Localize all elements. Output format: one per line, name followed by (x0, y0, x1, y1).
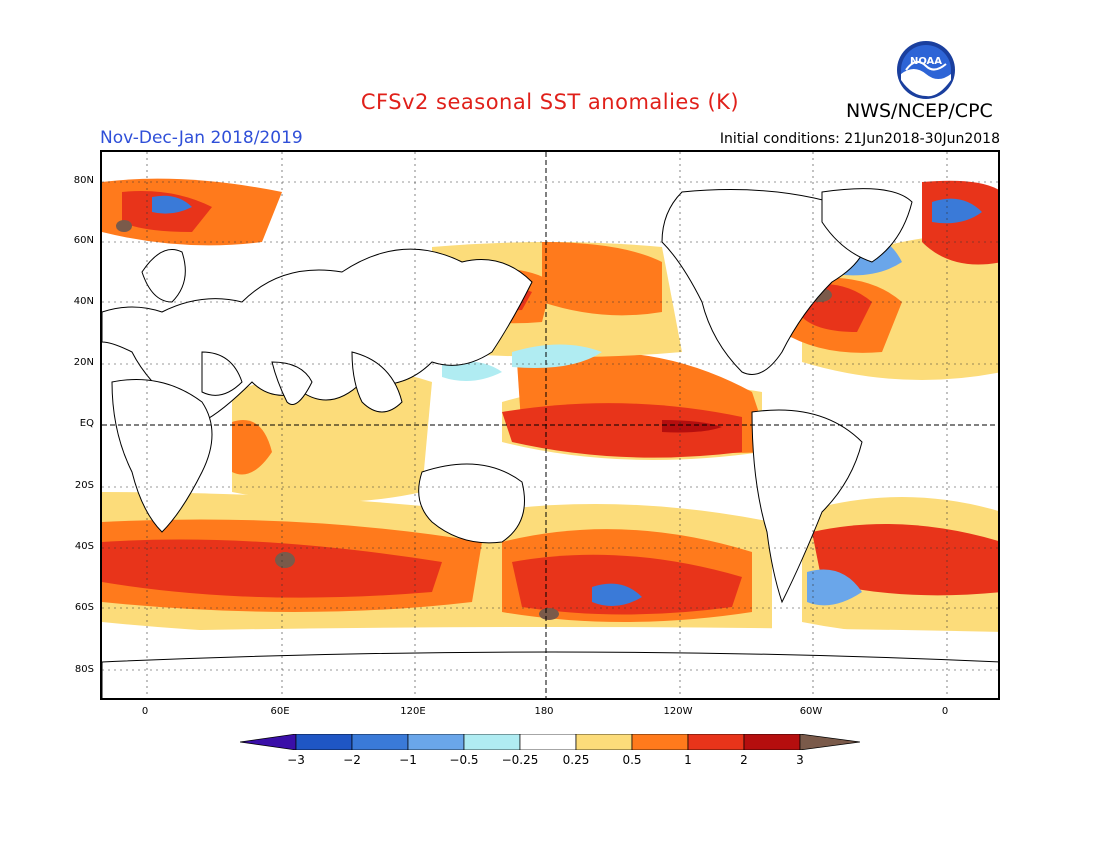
warm-south-indian-red (102, 539, 442, 598)
sst-anomaly-map (100, 150, 1000, 700)
colorbar-bin-3 (407, 734, 465, 750)
colorbar-bin-5 (519, 734, 577, 750)
lat-label-60n: 60N (73, 235, 94, 246)
lon-label-0-east: 0 (941, 706, 949, 717)
colorbar-label: 3 (796, 753, 804, 767)
cool-nordic (932, 198, 982, 224)
svg-text:NOAA: NOAA (910, 56, 942, 67)
warm-eq-pacific-darkred (662, 420, 722, 433)
cool-southwest-atlantic (807, 569, 862, 606)
continent-australia (418, 463, 525, 544)
colorbar-label: 0.25 (562, 753, 590, 767)
continent-india (271, 361, 313, 405)
colorbar-label: 0.5 (622, 753, 642, 767)
lat-label-20n: 20N (73, 357, 94, 368)
lat-label-40s: 40S (74, 541, 94, 552)
lon-label-60e: 60E (270, 706, 290, 717)
lon-label-60w: 60W (799, 706, 823, 717)
cool-southeast-pacific (592, 583, 642, 606)
colorbar-bin-2 (351, 734, 409, 750)
cool-north-pacific-2 (442, 360, 502, 381)
lat-label-eq: EQ (79, 418, 94, 429)
colorbar-label: −3 (287, 753, 305, 767)
warm-indian-west (232, 420, 272, 475)
warm-south-atlantic-red (812, 524, 998, 596)
colorbar-label: 1 (684, 753, 692, 767)
peak-south-indian (275, 552, 295, 568)
initial-conditions: Initial conditions: 21Jun2018-30Jun2018 (719, 131, 1000, 147)
colorbar-bin-1 (295, 734, 353, 750)
colorbar-bin-8 (687, 734, 745, 750)
warm-north-pacific-orange (542, 242, 662, 316)
continent-southeast-asia (351, 351, 403, 413)
noaa-logo: NOAA (897, 41, 955, 99)
continent-africa (111, 379, 213, 533)
reference-lines (102, 152, 998, 698)
continent-scandinavia (141, 249, 186, 303)
warm-south-pacific-red (512, 554, 742, 615)
colorbar-label: −0.5 (449, 753, 479, 767)
warm-eq-pacific-red (502, 403, 742, 458)
colorbar-label: −1 (399, 753, 417, 767)
lat-label-80n: 80N (73, 175, 94, 186)
lon-label-180: 180 (534, 706, 554, 717)
agency-label: NWS/NCEP/CPC (846, 100, 993, 122)
peak-south-pacific (539, 608, 559, 620)
continents (102, 188, 998, 698)
lon-label-0: 0 (141, 706, 149, 717)
cool-north-pacific (512, 344, 602, 368)
colorbar-bin-6 (575, 734, 633, 750)
continent-antarctica (102, 651, 998, 698)
colorbar (240, 734, 860, 750)
lat-label-80s: 80S (74, 664, 94, 675)
continent-south-america (751, 409, 863, 604)
colorbar-bin-7 (631, 734, 689, 750)
graticule (102, 152, 998, 698)
colorbar-arrow-low (240, 734, 297, 750)
colorbar-arrow-high (799, 734, 860, 750)
map-title: CFSv2 seasonal SST anomalies (K) (360, 90, 740, 114)
anomaly-fields (102, 178, 998, 647)
colorbar-label: −2 (343, 753, 361, 767)
map-canvas (102, 152, 998, 698)
cool-barents (152, 195, 192, 214)
colorbar-bin-4 (463, 734, 521, 750)
cool-southern-ocean (102, 627, 998, 647)
continent-arabia (201, 351, 243, 396)
colorbar-bin-9 (743, 734, 801, 750)
lat-label-40n: 40N (73, 296, 94, 307)
peak-barents (116, 220, 132, 232)
lat-label-20s: 20S (74, 480, 94, 491)
lon-label-120e: 120E (400, 706, 426, 717)
continent-greenland (821, 188, 913, 263)
colorbar-label: −0.25 (501, 753, 539, 767)
lat-label-60s: 60S (74, 602, 94, 613)
forecast-period: Nov-Dec-Jan 2018/2019 (100, 128, 303, 148)
colorbar-label: 2 (740, 753, 748, 767)
lon-label-120w: 120W (663, 706, 693, 717)
